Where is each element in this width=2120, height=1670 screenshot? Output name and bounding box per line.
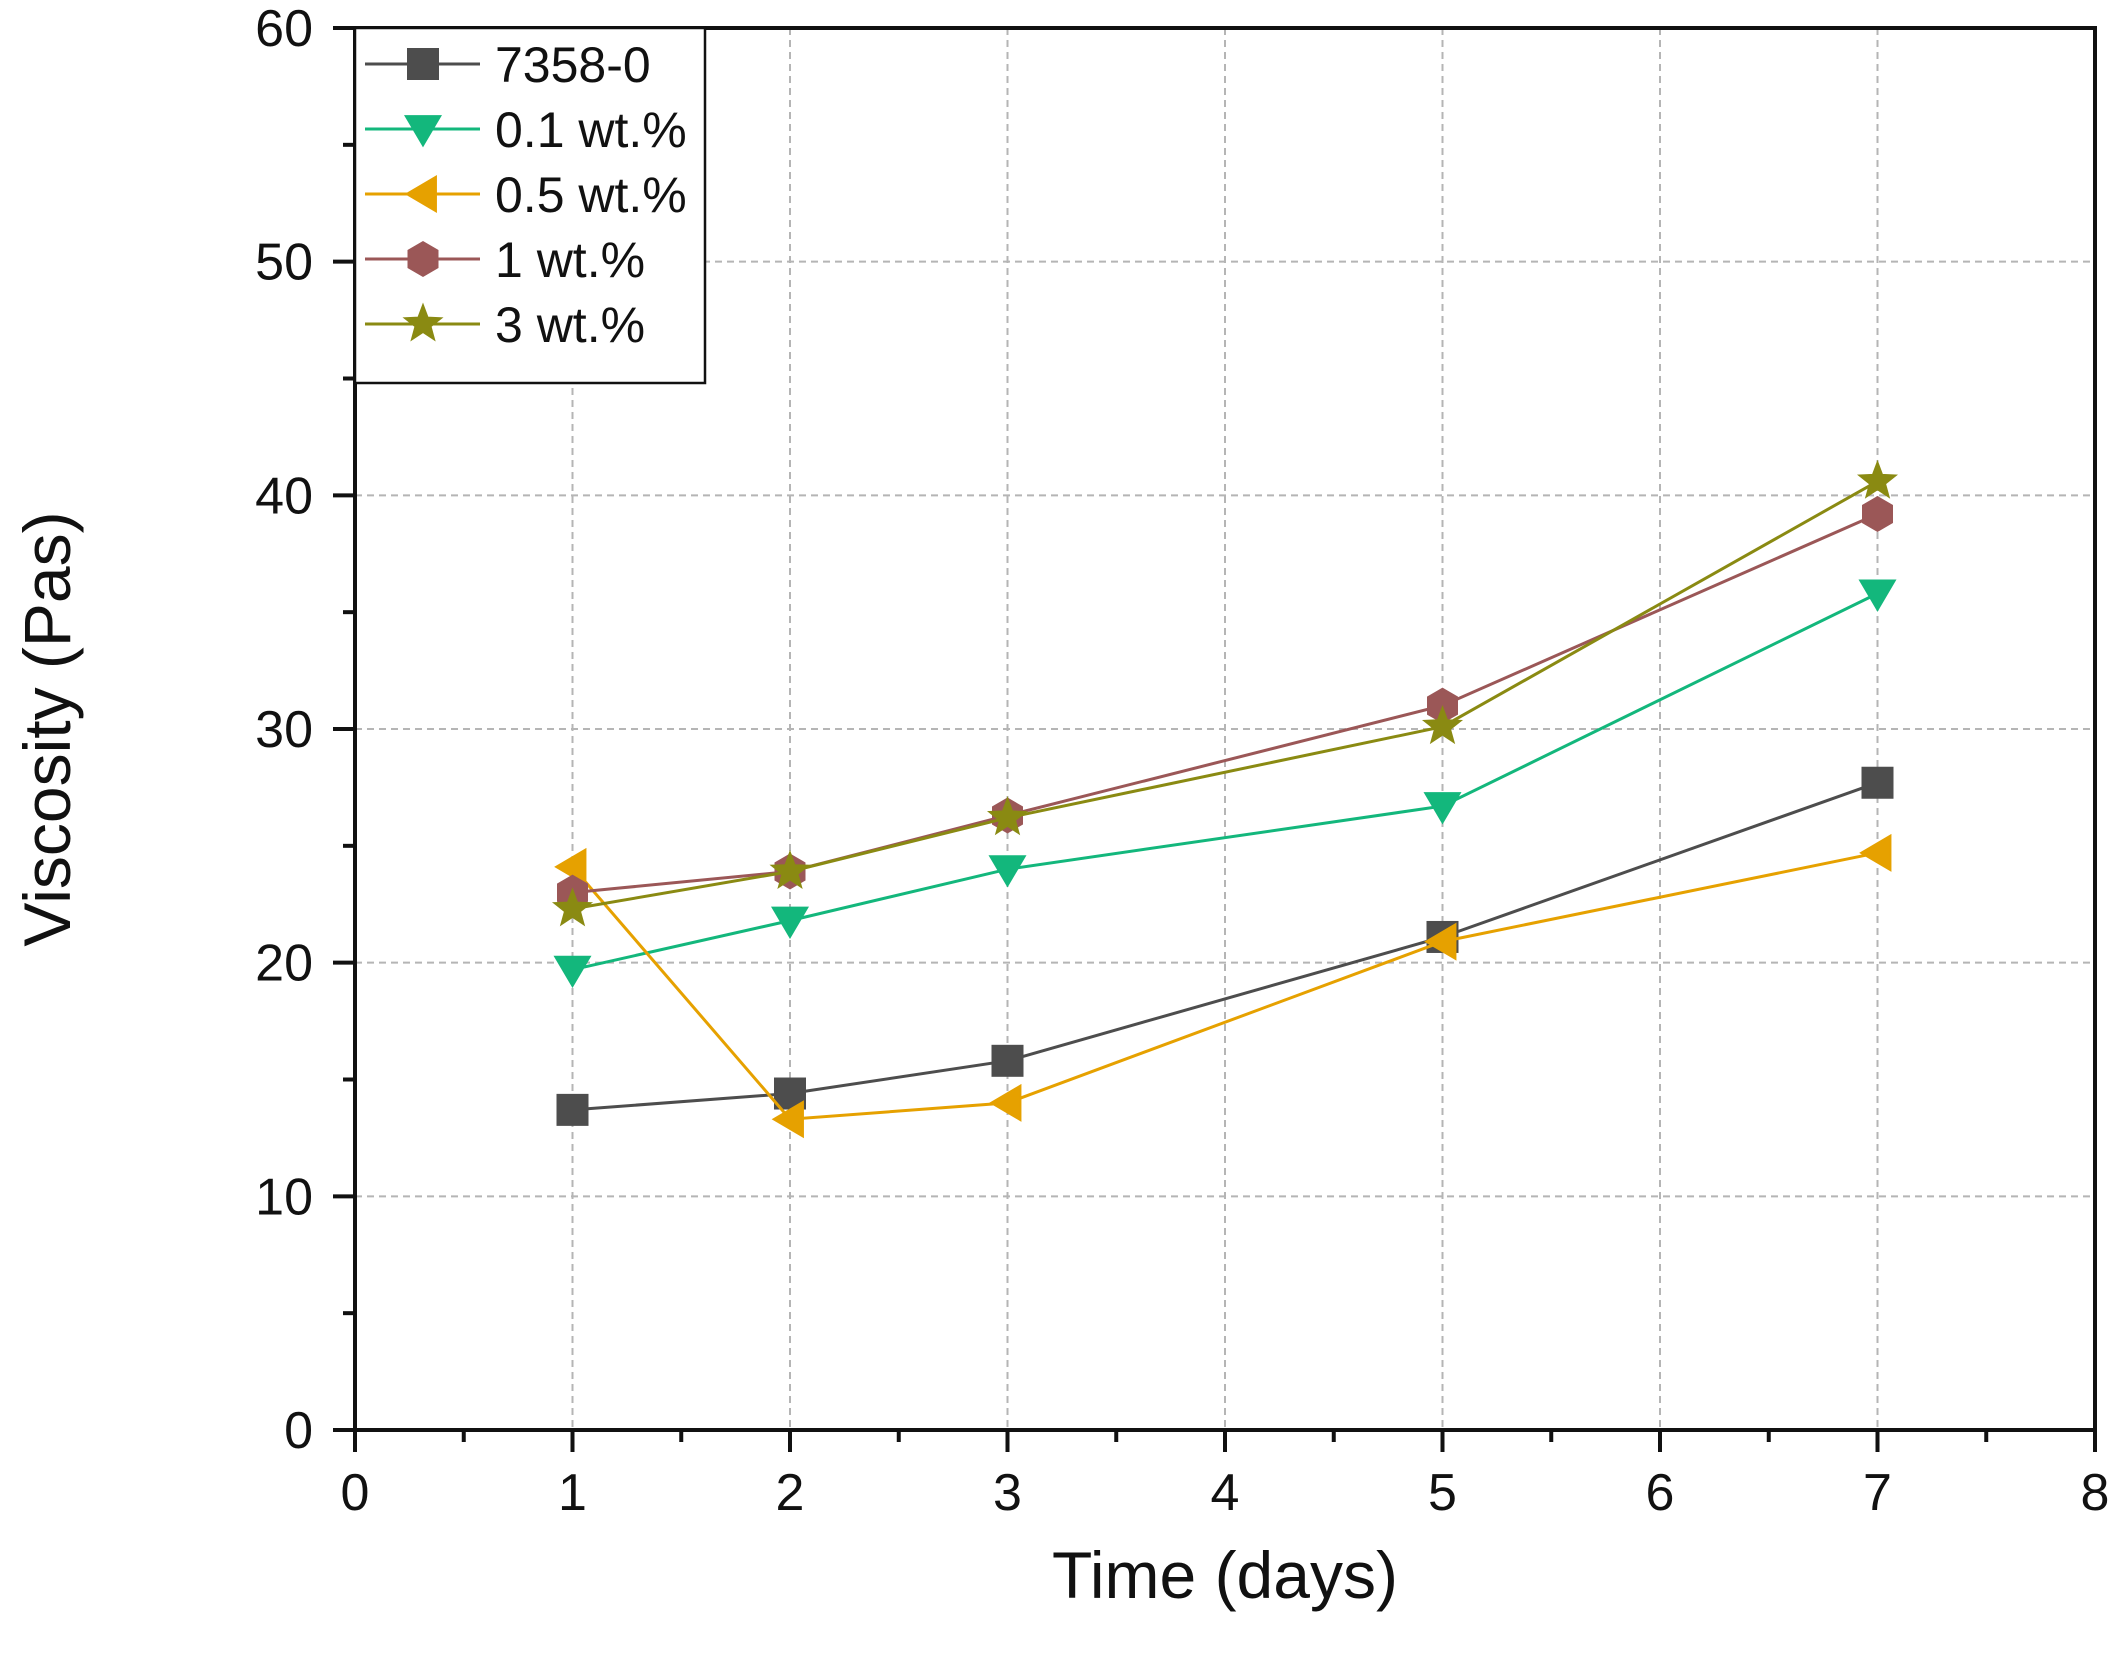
legend-item: 0.1 wt.%	[365, 102, 687, 158]
y-tick-label: 60	[255, 0, 313, 58]
x-tick-label: 3	[993, 1464, 1022, 1522]
data-point	[1421, 705, 1464, 745]
data-point	[771, 1100, 804, 1139]
legend-marker	[404, 175, 437, 213]
legend-item: 0.5 wt.%	[365, 167, 687, 223]
legend-label: 0.5 wt.%	[495, 167, 687, 223]
data-point	[1862, 496, 1893, 532]
y-axis-title: Viscosity (Pas)	[10, 511, 84, 946]
data-point	[1856, 459, 1899, 499]
data-point	[769, 849, 811, 890]
legend-item: 1 wt.%	[365, 232, 645, 288]
legend: 7358-0 0.1 wt.% 0.5 wt.% 1 wt.% 3 wt.%	[353, 26, 707, 385]
data-point	[1861, 766, 1894, 799]
data-point	[1859, 833, 1892, 872]
data-point	[986, 796, 1029, 836]
data-point	[991, 1044, 1024, 1077]
x-tick-label: 1	[558, 1464, 587, 1522]
axis-ticks	[333, 26, 2097, 1452]
series-0-5-wt-	[554, 833, 1892, 1139]
legend-marker	[402, 302, 444, 342]
data-point	[771, 906, 809, 939]
data-point	[989, 1083, 1022, 1122]
data-point	[553, 955, 592, 989]
data-point	[1858, 579, 1897, 612]
data-point	[1424, 922, 1457, 961]
data-point	[551, 887, 594, 927]
legend-label: 3 wt.%	[495, 297, 645, 353]
data-point	[988, 855, 1027, 888]
x-tick-label: 8	[2081, 1464, 2110, 1522]
series-0-1-wt-	[553, 579, 1897, 989]
legend-item: 3 wt.%	[365, 297, 645, 353]
y-tick-label: 30	[255, 701, 313, 759]
series-line	[572, 592, 1879, 972]
legend-label: 1 wt.%	[495, 232, 645, 288]
legend-label: 7358-0	[495, 37, 651, 93]
y-tick-label: 40	[255, 467, 313, 525]
x-tick-labels: 0 1 2 3 4 5 6 7 8	[341, 1464, 2110, 1522]
legend-item: 7358-0	[365, 37, 651, 93]
legend-marker	[407, 48, 439, 80]
x-tick-label: 4	[1211, 1464, 1240, 1522]
x-axis-title: Time (days)	[1052, 1538, 1398, 1612]
legend-label: 0.1 wt.%	[495, 102, 687, 158]
y-tick-label: 0	[284, 1402, 313, 1460]
x-tick-label: 6	[1646, 1464, 1675, 1522]
x-tick-label: 5	[1428, 1464, 1457, 1522]
series-3-wt-	[551, 459, 1899, 927]
data-point	[1423, 792, 1462, 825]
y-tick-label: 10	[255, 1168, 313, 1226]
legend-marker	[404, 115, 442, 148]
data-point	[556, 1093, 589, 1126]
y-tick-labels: 0 10 20 30 40 50 60	[255, 0, 313, 1460]
series	[551, 459, 1899, 1139]
data-point	[554, 847, 587, 886]
x-tick-label: 2	[776, 1464, 805, 1522]
x-tick-label: 0	[341, 1464, 370, 1522]
legend-marker	[407, 241, 439, 277]
y-tick-label: 50	[255, 234, 313, 292]
x-tick-label: 7	[1863, 1464, 1892, 1522]
y-tick-label: 20	[255, 935, 313, 993]
